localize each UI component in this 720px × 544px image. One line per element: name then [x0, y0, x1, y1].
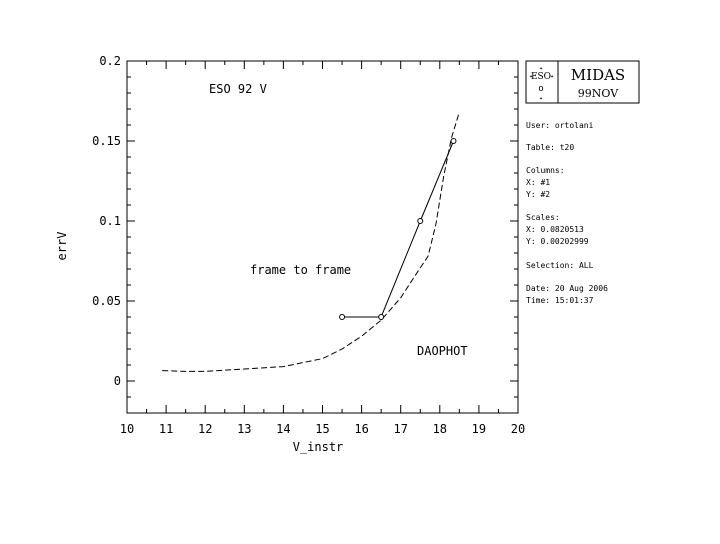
info-scales-label: Scales:	[526, 213, 560, 222]
x-tick-label: 19	[472, 422, 486, 436]
eso-emblem-ring-icon: o	[538, 84, 543, 94]
logo-box	[525, 60, 640, 104]
logo-name: MIDAS	[571, 66, 625, 84]
eso-emblem-icon: ESO o ✦ ✦ ✦ ✦	[529, 65, 554, 102]
axis-ticks	[126, 60, 519, 414]
info-table: Table: t20	[526, 143, 574, 152]
x-tick-label: 10	[120, 422, 134, 436]
info-panel: User: ortolani Table: t20 Columns: X: #1…	[526, 121, 608, 305]
annotation-daophot: DAOPHOT	[417, 344, 468, 358]
x-tick-label: 18	[433, 422, 447, 436]
midas-logo: ESO o ✦ ✦ ✦ ✦ MIDAS 99NOV	[525, 60, 640, 104]
info-columns-label: Columns:	[526, 166, 565, 175]
data-point	[378, 314, 385, 320]
y-tick-label: 0.05	[92, 294, 121, 308]
x-tick-label: 11	[159, 422, 173, 436]
series-line-dashed	[162, 112, 460, 372]
info-date: Date: 20 Aug 2006	[526, 284, 608, 293]
info-columns-x: X: #1	[526, 178, 550, 187]
y-tick-label: 0.2	[99, 54, 121, 68]
eso-star-icon: ✦	[529, 73, 533, 80]
eso-star-icon: ✦	[539, 65, 543, 72]
x-tick-label: 12	[198, 422, 212, 436]
annotation-frame-to-frame: frame to frame	[250, 263, 351, 277]
x-tick-label: 17	[393, 422, 407, 436]
eso-star-icon: ✦	[539, 95, 543, 102]
eso-star-icon: ✦	[550, 73, 554, 80]
y-tick-label: 0.1	[99, 214, 121, 228]
y-tick-labels: 0 0.05 0.1 0.15 0.2	[92, 54, 121, 388]
series-layer	[162, 112, 460, 372]
chart-annotation-title: ESO 92 V	[209, 82, 267, 96]
x-tick-labels: 10 11 12 13 14 15 16 17 18 19 20	[120, 422, 525, 436]
info-scales-x: X: 0.0820513	[526, 225, 584, 234]
info-columns-y: Y: #2	[526, 190, 550, 199]
data-point	[339, 314, 346, 320]
y-axis-title: errV	[55, 232, 69, 261]
data-point	[417, 218, 424, 224]
info-user: User: ortolani	[526, 121, 594, 130]
x-tick-label: 16	[354, 422, 368, 436]
x-tick-label: 14	[276, 422, 290, 436]
info-time: Time: 15:01:37	[526, 296, 594, 305]
plot-frame	[126, 60, 519, 414]
eso-emblem-text: ESO	[531, 72, 551, 82]
data-point	[450, 138, 457, 144]
y-tick-label: 0.15	[92, 134, 121, 148]
x-axis-title: V_instr	[293, 440, 344, 454]
y-tick-label: 0	[114, 374, 121, 388]
info-selection: Selection: ALL	[526, 261, 594, 270]
x-tick-label: 15	[315, 422, 329, 436]
info-scales-y: Y: 0.00202999	[526, 237, 589, 246]
x-tick-label: 20	[511, 422, 525, 436]
logo-version: 99NOV	[578, 87, 619, 100]
series-line-solid	[342, 140, 454, 318]
x-tick-label: 13	[237, 422, 251, 436]
